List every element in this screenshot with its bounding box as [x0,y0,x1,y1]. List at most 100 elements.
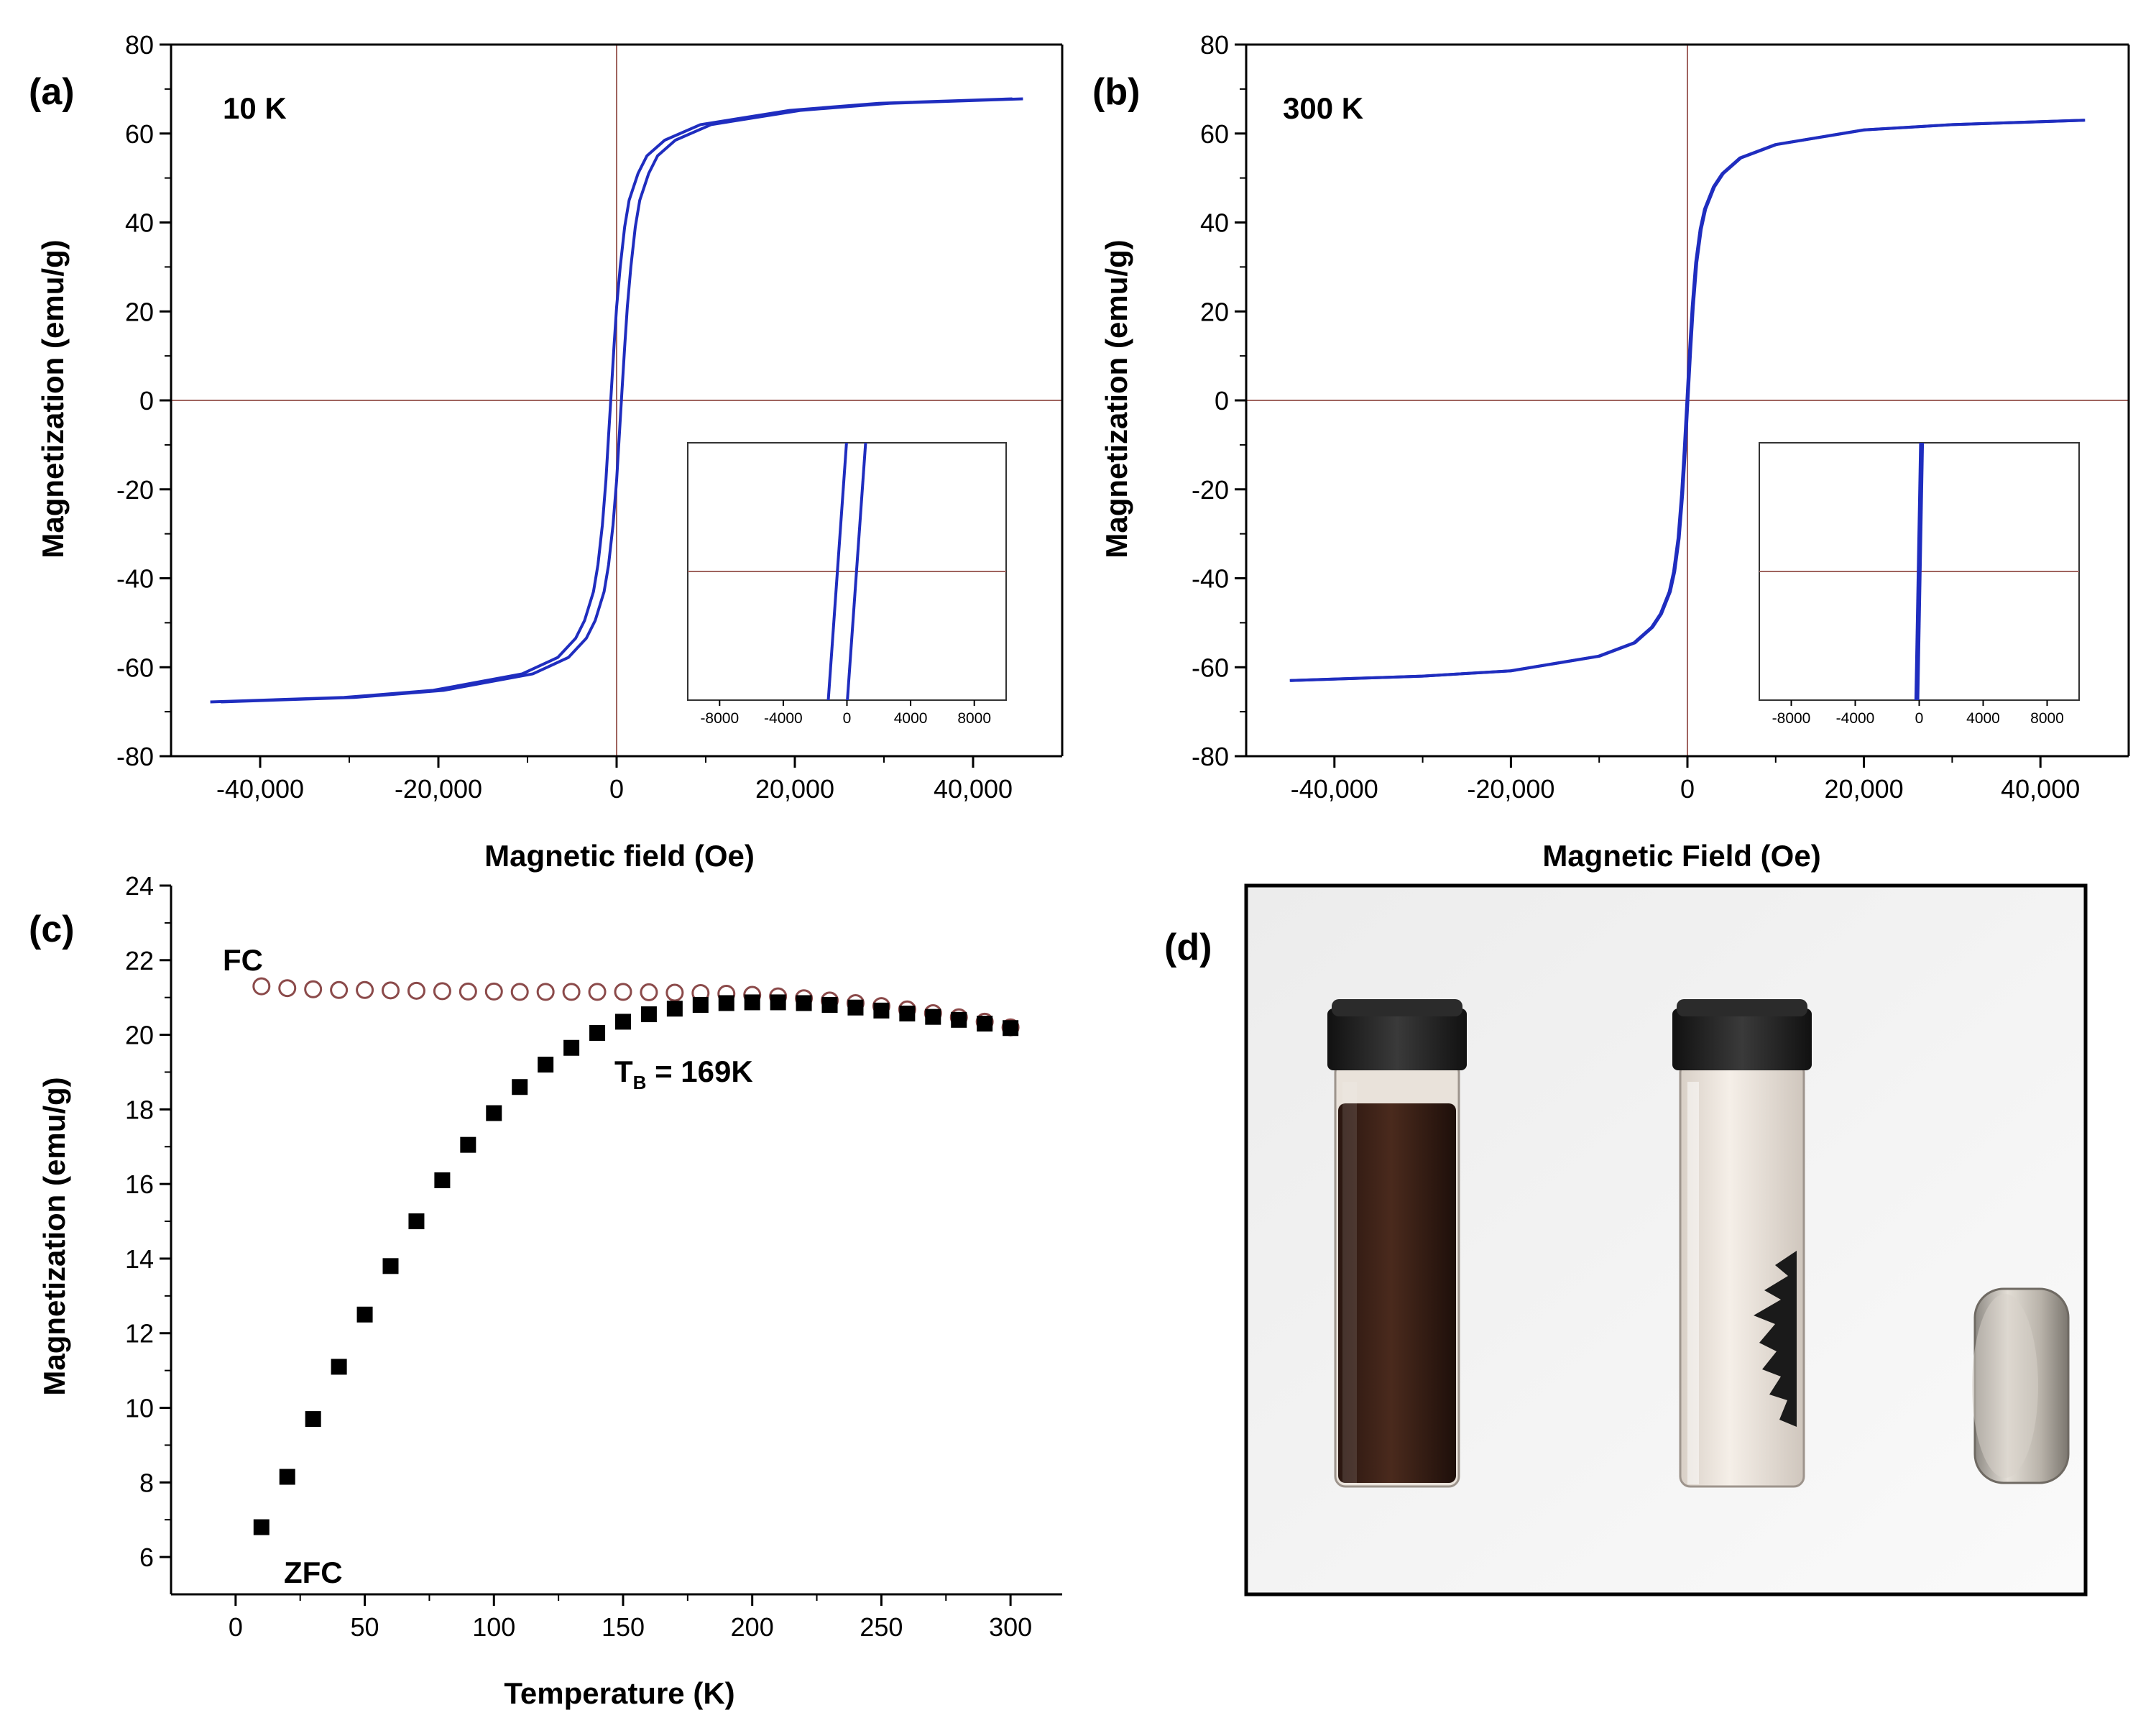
panel-c-fc-zfc: (c) FC ZFC TB = 169K Temperature (K) Mag… [29,871,1062,1710]
zfc-data-point [718,995,734,1011]
panel-a-y-tick-label: -20 [116,475,154,505]
panel-d-photo: (d) [1164,883,2088,1596]
zfc-data-point [1003,1020,1019,1037]
panel-a-x-tick-label: 0 [609,774,624,804]
panel-a-inset-x-tick-label: 8000 [957,710,991,727]
zfc-data-point [847,999,864,1016]
zfc-data-point [253,1519,270,1535]
panel-a-y-tick-label: 20 [125,297,154,326]
zfc-data-point [744,994,760,1011]
zfc-data-point [382,1258,399,1274]
fc-data-point [640,983,658,1001]
zfc-data-point [925,1008,941,1025]
panel-a-x-axis-label: Magnetic field (Oe) [484,839,755,873]
fc-data-point [562,983,581,1001]
zfc-data-point [486,1105,502,1121]
panel-a-y-tick-label: 0 [139,386,154,415]
panel-c-x-tick-label: 150 [602,1612,645,1642]
zfc-data-point [589,1024,606,1041]
zfc-data-point [563,1039,580,1056]
zfc-data-point [796,995,812,1011]
attracted-nanoparticles [1754,1251,1797,1427]
zfc-data-point [640,1006,657,1023]
fc-data-point [459,982,477,1001]
panel-c-y-tick-label: 24 [125,871,154,901]
panel-c-y-tick-label: 20 [125,1021,154,1050]
panel-c-y-tick-label: 10 [125,1394,154,1423]
panel-a-y-tick-label: 60 [125,119,154,149]
panel-b-ascending-branch [1291,119,2086,682]
panel-b-y-tick-label: 60 [1200,119,1229,149]
panel-b-y-tick-label: -40 [1192,564,1229,594]
panel-b-hysteresis-300k: (b) 300 K Magnetic Field (Oe) Magnetizat… [1092,30,2130,873]
panel-b-x-tick-label: 0 [1680,774,1695,804]
panel-c-y-tick-label: 8 [139,1468,154,1497]
zfc-data-point [538,1057,554,1073]
zfc-data-point [512,1079,528,1095]
zfc-data-point [692,997,709,1014]
panel-b-y-axis-label: Magnetization (emu/g) [1100,239,1133,558]
fc-data-point [278,979,297,998]
panel-a-ascending-branch [221,97,1023,704]
vial-cap [1672,1008,1812,1070]
temperature-annotation-10k: 10 K [223,91,287,125]
panel-a-y-axis-label: Magnetization (emu/g) [36,239,70,558]
panel-c-x-axis-label: Temperature (K) [504,1676,734,1710]
panel-c-x-tick-label: 200 [731,1612,774,1642]
panel-b-inset-x-tick-label: -8000 [1772,710,1811,727]
panel-b-inset: -8000 -4000 0 4000 8000 [1759,442,2080,727]
panel-b-inset-ascending-branch [1916,443,1925,700]
vial-cap [1327,1008,1467,1070]
panel-b-inset-x-tick-label: 8000 [2030,710,2064,727]
fc-data-point [433,982,451,1001]
zfc-data-point [899,1005,916,1021]
zfc-curve-label: ZFC [284,1556,343,1589]
fc-curve-label: FC [223,943,263,977]
permanent-magnet [1972,1287,2070,1484]
panel-a-y-tick-label: 40 [125,208,154,238]
fc-data-point [252,977,271,996]
zfc-data-point [873,1002,890,1019]
zfc-data-point [666,1001,683,1017]
panel-a-x-tick-label: -40,000 [216,774,304,804]
panel-c-x-tick-label: 250 [860,1612,903,1642]
fc-data-point [407,981,425,1000]
panel-b-x-axis-label: Magnetic Field (Oe) [1542,839,1820,873]
panel-c-y-tick-label: 14 [125,1244,154,1274]
panel-a-y-tick-label: -40 [116,564,154,594]
panel-a-inset-x-tick-label: 0 [843,710,852,727]
panel-a-x-tick-label: 40,000 [934,774,1013,804]
panel-a-y-tick-label: 80 [125,30,154,60]
panel-b-x-tick-label: -20,000 [1467,774,1554,804]
blocking-temperature-label: TB = 169K [614,1055,753,1093]
panel-a-y-tick-label: -80 [116,742,154,771]
panel-c-x-tick-label: 300 [989,1612,1032,1642]
zfc-data-point [951,1011,967,1028]
fc-data-point [510,983,529,1001]
zfc-data-point [821,997,838,1014]
panel-a-inset: -8000 -4000 0 4000 8000 [687,442,1007,727]
panel-a-inset-descending-branch [826,443,848,700]
panel-b-y-tick-label: -20 [1192,475,1229,505]
panel-b-inset-x-tick-label: 4000 [1966,710,2000,727]
zfc-data-point [279,1469,295,1485]
panel-a-hysteresis-10k: (a) 10 K Magnetic field (Oe) Magnetizati… [29,30,1064,873]
fc-data-point [614,983,632,1001]
fc-data-point [665,983,684,1002]
panel-b-y-tick-label: -60 [1192,653,1229,682]
panel-c-y-tick-label: 16 [125,1170,154,1199]
fc-data-point [588,983,607,1001]
zfc-data-point [977,1016,993,1032]
panel-b-x-tick-label: -40,000 [1291,774,1378,804]
fc-data-point [356,980,374,999]
fc-data-point [536,983,555,1001]
fc-data-point [304,980,323,998]
temperature-annotation-300k: 300 K [1283,91,1363,125]
panel-b-label: (b) [1092,71,1140,113]
panel-b-inset-x-tick-label: -4000 [1836,710,1875,727]
panel-a-inset-x-tick-label: 4000 [894,710,928,727]
zfc-data-point [305,1411,321,1428]
panel-c-y-tick-label: 6 [139,1543,154,1572]
fc-data-point [330,980,349,999]
